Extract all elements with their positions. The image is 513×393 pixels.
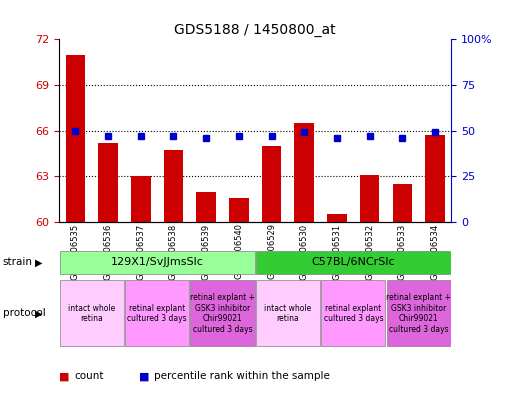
FancyBboxPatch shape: [387, 281, 451, 347]
Text: retinal explant +
GSK3 inhibitor
Chir99021
cultured 3 days: retinal explant + GSK3 inhibitor Chir990…: [190, 293, 255, 334]
Text: retinal explant +
GSK3 inhibitor
Chir99021
cultured 3 days: retinal explant + GSK3 inhibitor Chir990…: [386, 293, 451, 334]
Text: ■: ■: [59, 371, 69, 381]
FancyBboxPatch shape: [256, 281, 320, 347]
Text: intact whole
retina: intact whole retina: [264, 304, 311, 323]
Bar: [327, 215, 347, 222]
FancyBboxPatch shape: [125, 281, 189, 347]
Text: 129X1/SvJJmsSlc: 129X1/SvJJmsSlc: [111, 257, 204, 267]
Bar: [425, 135, 445, 222]
Bar: [98, 143, 118, 222]
Title: GDS5188 / 1450800_at: GDS5188 / 1450800_at: [174, 23, 336, 37]
Text: count: count: [74, 371, 104, 381]
Bar: [392, 184, 412, 222]
Text: ▶: ▶: [35, 257, 43, 267]
FancyBboxPatch shape: [256, 251, 451, 274]
Bar: [164, 151, 183, 222]
Bar: [131, 176, 150, 222]
FancyBboxPatch shape: [321, 281, 385, 347]
FancyBboxPatch shape: [60, 281, 124, 347]
Text: intact whole
retina: intact whole retina: [68, 304, 115, 323]
Bar: [360, 175, 380, 222]
Bar: [229, 198, 249, 222]
Text: retinal explant
cultured 3 days: retinal explant cultured 3 days: [127, 304, 187, 323]
Text: strain: strain: [3, 257, 32, 267]
Bar: [196, 191, 216, 222]
Text: C57BL/6NCrSlc: C57BL/6NCrSlc: [311, 257, 395, 267]
Text: protocol: protocol: [3, 309, 45, 318]
FancyBboxPatch shape: [60, 251, 254, 274]
Bar: [294, 123, 314, 222]
Bar: [66, 55, 85, 222]
Text: retinal explant
cultured 3 days: retinal explant cultured 3 days: [324, 304, 383, 323]
Text: ▶: ▶: [35, 309, 43, 318]
Text: ■: ■: [139, 371, 149, 381]
Bar: [262, 146, 281, 222]
Text: percentile rank within the sample: percentile rank within the sample: [154, 371, 330, 381]
FancyBboxPatch shape: [190, 281, 254, 347]
